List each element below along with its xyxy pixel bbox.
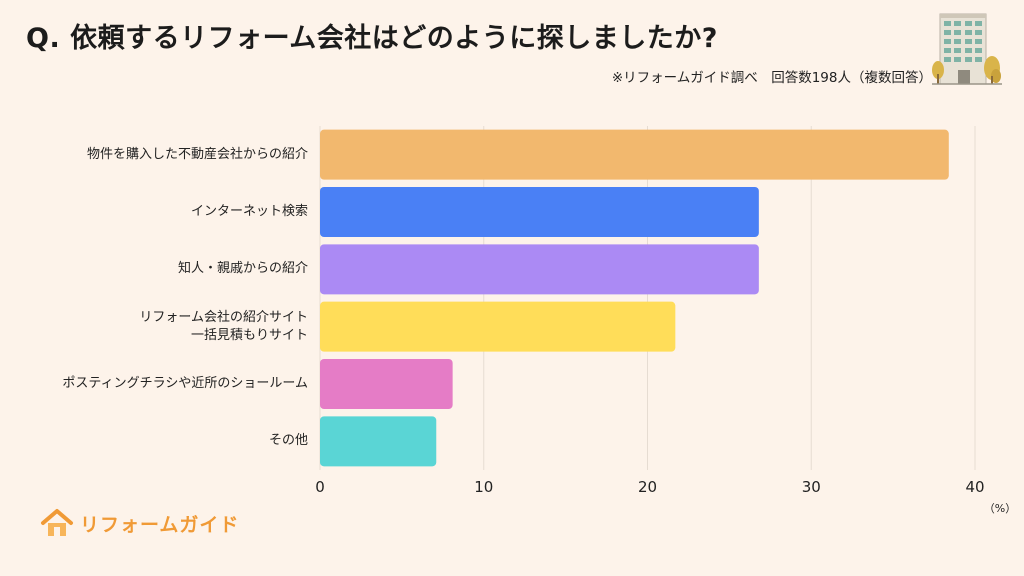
chart-title: Q. 依頼するリフォーム会社はどのように探しましたか? [26, 23, 718, 54]
x-tick-label-2: 20 [638, 478, 657, 496]
bar-5 [320, 416, 437, 467]
x-tick-label-0: 0 [315, 478, 325, 496]
chart-subtitle: ※リフォームガイド調べ 回答数198人（複数回答） [611, 70, 932, 86]
category-label-3: リフォーム会社の紹介サイト 一括見積もりサイト [139, 309, 308, 343]
x-axis-unit: （%） [984, 502, 1016, 515]
building-icon [932, 13, 1002, 85]
x-tick-label-3: 30 [802, 478, 821, 496]
logo: リフォームガイド [40, 508, 239, 538]
category-label-5: その他 [268, 433, 308, 449]
category-label-1: インターネット検索 [190, 204, 308, 219]
logo-text: リフォームガイド [80, 513, 240, 536]
bar-1 [320, 187, 759, 237]
bar-2 [320, 244, 759, 295]
house-logo-icon [41, 509, 73, 536]
category-label-4: ポスティングチラシや近所のショールーム [62, 376, 308, 391]
bar-4 [320, 359, 453, 409]
x-tick-label-4: 40 [965, 478, 984, 496]
bar-3 [320, 301, 676, 352]
category-label-0: 物件を購入した不動産会社からの紹介 [86, 146, 308, 162]
x-tick-label-1: 10 [474, 478, 493, 496]
category-label-2: 知人・親戚からの紹介 [177, 261, 308, 277]
bar-0 [320, 129, 949, 180]
